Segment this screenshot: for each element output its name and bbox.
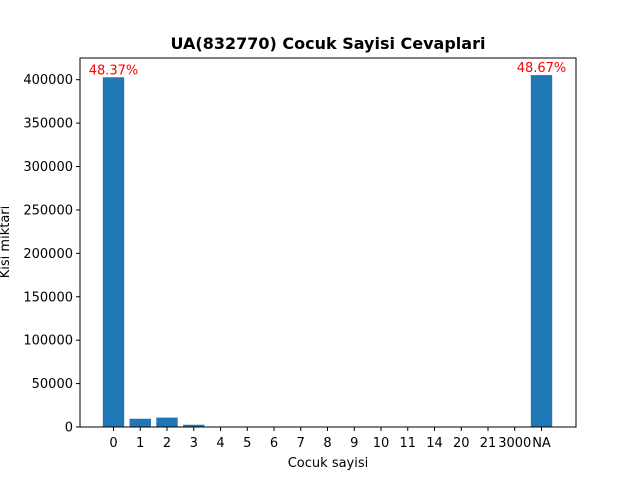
- x-axis-label: Cocuk sayisi: [288, 456, 369, 471]
- y-tick-label: 150000: [23, 290, 73, 305]
- x-axis-ticks: 0 1 2 3 4 5 6 7 8 9 10 11 14 20 21 3000 NA: [109, 427, 551, 451]
- bar-NA: [530, 75, 553, 427]
- y-axis-ticks: 0 50000 100000 150000 200000 250000 300000 3500…: [23, 73, 80, 436]
- bar-3: [183, 424, 205, 427]
- x-tick-label: 0: [109, 436, 117, 451]
- bar-0: [102, 77, 125, 428]
- x-tick-label: 4: [216, 436, 224, 451]
- y-tick-label: 50000: [32, 377, 73, 392]
- y-tick-label: 0: [65, 421, 73, 436]
- bars-group: [102, 75, 553, 428]
- data-label-0: 48.37%: [89, 63, 139, 78]
- x-tick-label: 20: [453, 436, 470, 451]
- y-axis-label: Kisi miktari: [0, 206, 13, 278]
- x-tick-label: 5: [243, 436, 251, 451]
- plot-frame: [79, 57, 577, 428]
- x-tick-label: 1: [136, 436, 144, 451]
- y-tick-label: 350000: [23, 117, 73, 132]
- y-tick-label: 100000: [23, 334, 73, 349]
- x-tick-label: 3000: [498, 436, 531, 451]
- x-tick-label: 8: [323, 436, 331, 451]
- x-tick-label: 10: [373, 436, 390, 451]
- x-tick-label: NA: [532, 436, 551, 451]
- x-tick-label: 3: [190, 436, 198, 451]
- x-tick-label: 11: [399, 436, 416, 451]
- bar-2: [156, 417, 178, 427]
- y-tick-label: 200000: [23, 247, 73, 262]
- y-tick-label: 400000: [23, 73, 73, 88]
- data-label-NA: 48.67%: [517, 61, 567, 76]
- x-tick-label: 9: [350, 436, 358, 451]
- x-tick-label: 21: [480, 436, 497, 451]
- bar-1: [129, 418, 151, 427]
- data-labels-group: 48.37% 48.67%: [89, 61, 567, 78]
- x-tick-label: 2: [163, 436, 171, 451]
- chart-title: UA(832770) Cocuk Sayisi Cevaplari: [171, 34, 486, 53]
- x-tick-label: 6: [270, 436, 278, 451]
- x-tick-label: 14: [426, 436, 443, 451]
- x-tick-label: 7: [297, 436, 305, 451]
- y-tick-label: 300000: [23, 160, 73, 175]
- y-tick-label: 250000: [23, 203, 73, 218]
